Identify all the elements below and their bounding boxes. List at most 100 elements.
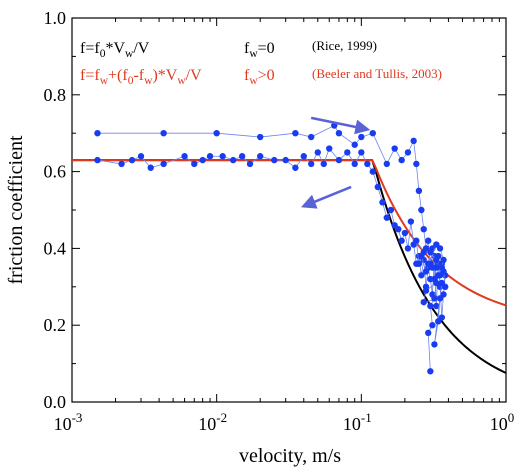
data-point: [271, 156, 278, 164]
data-point: [429, 322, 436, 329]
data-point: [420, 249, 427, 256]
x-axis-title: velocity, m/s: [239, 445, 341, 467]
data-point: [351, 160, 358, 168]
data-point: [282, 156, 289, 164]
data-point: [219, 153, 226, 160]
data-point: [314, 149, 321, 156]
data-point: [292, 164, 299, 171]
data-point: [307, 133, 315, 141]
data-point: [307, 160, 315, 168]
data-point: [433, 241, 440, 248]
y-tick-label: 0.0: [44, 392, 67, 412]
data-point: [413, 160, 420, 168]
data-point: [398, 237, 405, 244]
data-point: [369, 168, 376, 175]
data-point: [160, 130, 167, 137]
data-point: [398, 156, 405, 164]
data-point: [364, 160, 371, 168]
data-point: [440, 256, 447, 264]
data-point: [191, 160, 198, 168]
data-point: [410, 137, 417, 145]
data-point: [418, 272, 425, 279]
series-line-acceleration: [97, 147, 446, 318]
x-tick-label: 10-3: [54, 410, 83, 434]
data-point: [181, 153, 188, 160]
data-point: [246, 160, 254, 168]
data-point: [420, 298, 427, 306]
data-point: [429, 264, 436, 271]
data-point: [383, 214, 391, 221]
data-point: [431, 295, 438, 302]
data-point: [137, 153, 145, 160]
data-point: [128, 156, 136, 164]
data-point: [422, 268, 430, 275]
data-point: [326, 145, 333, 152]
data-point: [320, 160, 327, 168]
data-point: [358, 133, 365, 141]
data-point: [418, 206, 425, 214]
data-point: [94, 156, 101, 164]
axes: 0.0 0.2 0.4 0.6 0.8 1.0 10-3 10-2 10-1 100: [44, 8, 515, 434]
data-point: [435, 272, 442, 279]
data-point: [257, 133, 264, 141]
data-point: [358, 149, 365, 156]
data-point: [425, 237, 432, 244]
data-point: [374, 183, 382, 191]
data-point: [213, 130, 220, 137]
direction-arrows: [300, 116, 371, 209]
data-point: [435, 318, 442, 325]
rice-reference: (Rice, 1999): [312, 38, 377, 53]
x-tick-label: 100: [490, 410, 515, 434]
data-point: [387, 206, 395, 214]
data-point: [199, 156, 206, 164]
data-point: [427, 249, 434, 256]
data-point: [379, 199, 386, 206]
data-point: [344, 149, 351, 156]
data-point: [335, 156, 343, 164]
x-tick-label: 10-1: [343, 410, 372, 434]
rice-model-condition: fw=0: [244, 40, 275, 60]
data-point: [425, 260, 432, 267]
data-point: [438, 279, 446, 287]
data-point: [407, 218, 415, 225]
data-point: [404, 245, 412, 252]
data-point: [300, 153, 307, 160]
data-point: [425, 329, 432, 337]
data-series: [94, 122, 449, 375]
rice-model-formula: f=f0*Vw/V: [80, 40, 150, 60]
data-point: [257, 153, 264, 160]
data-point: [229, 156, 237, 164]
data-point: [351, 141, 358, 148]
y-tick-label: 1.0: [44, 8, 67, 28]
data-point: [118, 160, 125, 168]
data-point: [369, 130, 376, 137]
data-point: [335, 130, 343, 137]
x-tick-label: 10-2: [198, 410, 227, 434]
data-point: [427, 368, 434, 375]
data-point: [427, 302, 434, 310]
data-point: [436, 295, 444, 302]
data-point: [391, 145, 398, 152]
data-point: [433, 279, 440, 287]
data-point: [415, 260, 423, 267]
annotations: f=f0*Vw/V fw=0 (Rice, 1999) f=fw+(f0-fw)*Vw…: [80, 38, 442, 87]
beeler-model-condition: fw>0: [244, 67, 275, 87]
data-point: [438, 264, 446, 271]
data-point: [433, 302, 440, 310]
data-point: [431, 341, 438, 348]
y-axis-title: friction coefficient: [5, 135, 27, 284]
beeler-reference: (Beeler and Tullis, 2003): [312, 66, 442, 81]
data-point: [147, 164, 154, 171]
data-point: [94, 130, 101, 137]
data-point: [415, 187, 423, 194]
data-point: [420, 226, 427, 233]
data-point: [401, 229, 409, 237]
data-point: [395, 226, 402, 233]
data-point: [160, 160, 167, 168]
data-point: [413, 237, 420, 244]
direction-arrow: [300, 185, 352, 209]
data-point: [292, 130, 299, 137]
data-point: [383, 160, 391, 168]
data-point: [433, 256, 440, 264]
